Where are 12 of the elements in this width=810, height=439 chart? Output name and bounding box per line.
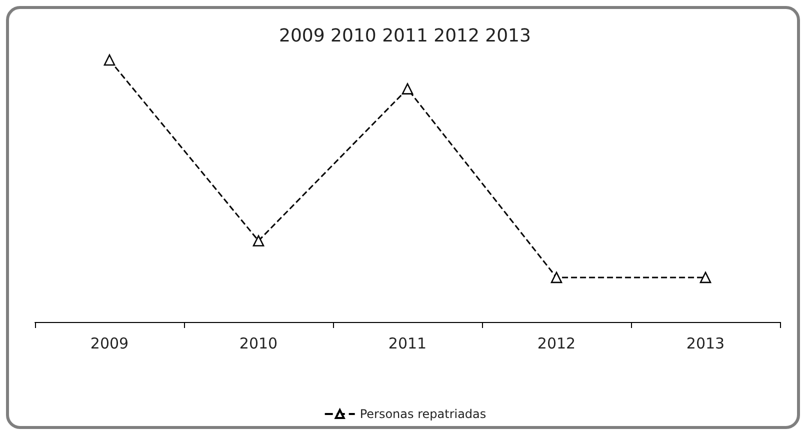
point [700, 272, 712, 284]
chart-title: 2009 2010 2011 2012 2013 [279, 26, 531, 46]
legend-label: Personas repatriadas [360, 407, 486, 421]
x-tick-label: 2009 [90, 334, 129, 352]
x-tick-label: 2013 [686, 334, 725, 352]
point [550, 272, 562, 284]
point [104, 54, 116, 66]
point [252, 235, 264, 246]
point [402, 83, 414, 94]
x-tick-label: 2010 [239, 334, 278, 352]
x-tick-label: 2012 [537, 334, 576, 352]
x-tick-label: 2011 [388, 334, 427, 352]
